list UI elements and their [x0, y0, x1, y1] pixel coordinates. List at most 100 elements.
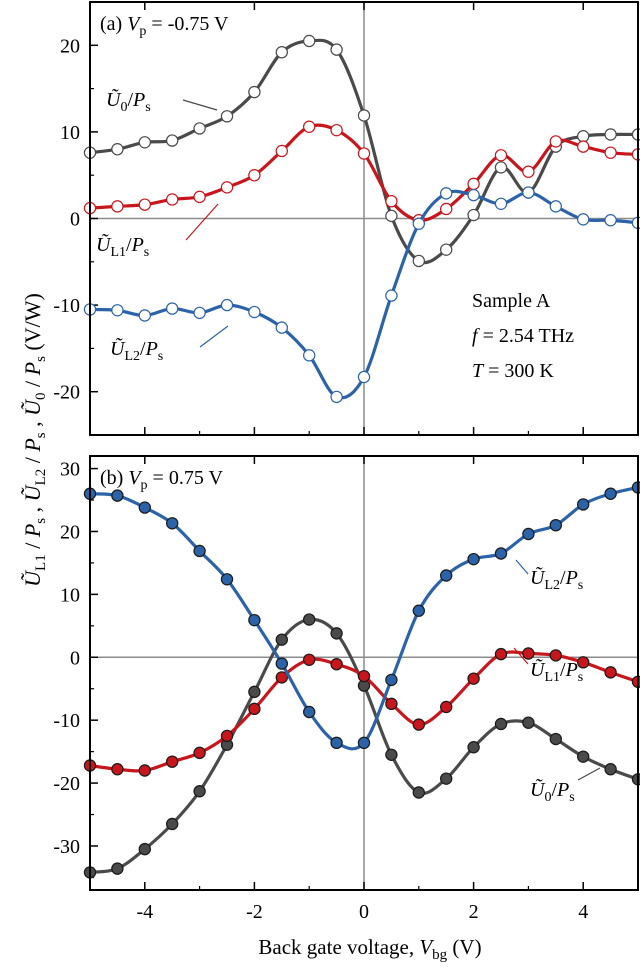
leader-a-u0 — [182, 99, 218, 111]
data-point-b-blue — [165, 517, 179, 530]
data-point-b-blue — [549, 518, 563, 532]
data-point-a-red — [577, 140, 590, 153]
label-b-u0: Ũ0/Ps — [530, 777, 575, 805]
data-point-a-gray — [193, 122, 206, 135]
data-point-b-gray — [494, 717, 508, 731]
data-point-a-red — [248, 168, 261, 182]
label-a-u0: Ũ0/Ps — [106, 87, 151, 115]
data-point-b-blue — [193, 544, 206, 558]
ytick-label-a: 20 — [60, 35, 80, 57]
data-point-a-red — [467, 177, 480, 191]
data-point-b-blue — [577, 498, 590, 511]
data-point-b-gray — [522, 716, 535, 729]
label-b-uL1: ŨL1/Ps — [530, 657, 583, 685]
ytick-label-a: -20 — [53, 382, 80, 404]
data-point-a-red — [220, 181, 234, 194]
data-point-a-gray — [165, 134, 179, 147]
data-point-b-red — [193, 746, 206, 760]
ytick-label-b: 10 — [60, 584, 80, 606]
leader-b-uL1 — [513, 647, 529, 665]
data-point-a-gray — [467, 208, 480, 222]
data-point-a-red — [385, 194, 398, 208]
annotation-temperature: T = 300 K — [472, 360, 554, 382]
data-point-b-gray — [577, 750, 590, 763]
data-point-b-red — [440, 700, 453, 714]
data-point-a-blue — [220, 298, 234, 312]
data-point-b-red — [549, 649, 563, 662]
xtick-label: -2 — [246, 901, 263, 923]
data-point-a-blue — [111, 304, 124, 317]
data-point-b-red — [220, 729, 234, 743]
data-point-b-gray — [604, 763, 617, 776]
data-point-a-gray — [303, 34, 316, 48]
data-point-a-blue — [412, 217, 425, 230]
data-point-a-blue — [494, 197, 508, 210]
data-point-a-red — [357, 147, 371, 160]
data-point-a-blue — [577, 213, 590, 226]
label-b-uL2: ŨL2/Ps — [530, 565, 583, 593]
data-point-b-red — [275, 671, 288, 684]
data-point-a-red — [494, 149, 508, 162]
leader-a-uL1 — [185, 203, 219, 241]
data-point-b-blue — [440, 569, 453, 582]
data-point-a-gray — [412, 254, 425, 268]
data-point-a-blue — [330, 390, 343, 404]
data-point-b-blue — [604, 487, 617, 500]
data-point-b-blue — [303, 705, 316, 719]
data-point-b-gray — [138, 842, 151, 856]
data-point-a-blue — [522, 186, 535, 199]
data-point-b-blue — [357, 736, 371, 750]
data-point-a-blue — [275, 321, 288, 334]
data-point-a-blue — [303, 349, 316, 362]
data-point-a-gray — [220, 110, 234, 123]
data-point-b-blue — [275, 657, 288, 670]
data-point-a-gray — [494, 161, 508, 174]
data-point-b-blue — [111, 489, 124, 502]
data-point-a-blue — [165, 302, 179, 315]
data-point-a-gray — [248, 85, 261, 99]
data-point-a-blue — [440, 187, 453, 200]
data-point-b-gray — [248, 685, 261, 699]
data-point-a-red — [549, 135, 563, 148]
data-point-b-blue — [248, 613, 261, 627]
data-point-b-red — [467, 672, 480, 685]
ytick-label-b: -10 — [53, 710, 80, 732]
panel-a: -20 -10 0 10 20 (a) Vp = -0.75 V Sample A f … — [53, 1, 640, 436]
data-point-a-blue — [138, 309, 151, 322]
data-point-a-gray — [440, 243, 453, 256]
data-point-a-gray — [330, 43, 343, 56]
data-point-b-red — [165, 755, 179, 768]
data-point-a-blue — [604, 214, 617, 227]
data-point-b-red — [577, 656, 590, 669]
data-point-b-red — [111, 763, 124, 776]
data-point-a-gray — [604, 128, 617, 141]
panel-b-title: (b) Vp = 0.75 V — [100, 467, 223, 493]
data-point-a-red — [275, 144, 288, 158]
data-point-b-gray — [193, 785, 206, 798]
xtick-label: 4 — [578, 901, 588, 923]
data-point-a-blue — [467, 188, 480, 202]
label-a-uL1: ŨL1/Ps — [96, 232, 149, 260]
annotation-sample: Sample A — [472, 290, 551, 312]
label-a-uL2: ŨL2/Ps — [110, 336, 163, 364]
data-point-b-red — [303, 653, 316, 666]
data-point-b-red — [604, 666, 617, 679]
x-axis-label: Back gate voltage, Vbg (V) — [258, 935, 481, 963]
leader-b-u0 — [577, 767, 601, 781]
panel-a-frame — [89, 1, 639, 436]
data-point-b-gray — [467, 741, 480, 754]
data-point-a-red — [165, 193, 179, 206]
ytick-label-b: 0 — [70, 647, 80, 669]
data-point-b-blue — [467, 552, 480, 566]
data-point-b-red — [357, 669, 371, 683]
ytick-label-a: 0 — [70, 209, 80, 231]
data-point-b-red — [330, 657, 343, 671]
data-point-b-gray — [385, 748, 398, 761]
annotation-frequency: f = 2.54 THz — [472, 325, 574, 347]
data-point-b-blue — [220, 573, 234, 586]
data-point-a-blue — [357, 370, 371, 384]
data-point-a-blue — [248, 305, 261, 319]
data-point-b-red — [248, 702, 261, 716]
